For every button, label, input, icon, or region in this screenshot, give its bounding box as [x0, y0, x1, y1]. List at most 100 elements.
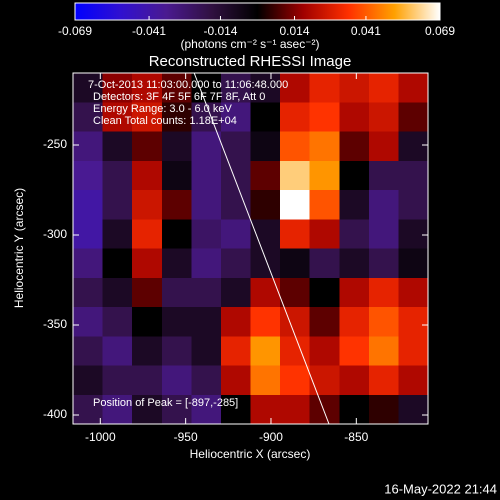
heatmap-cell — [102, 248, 133, 279]
heatmap-cell — [368, 160, 399, 191]
heatmap-cell — [280, 73, 311, 103]
limb-line — [193, 72, 330, 425]
heatmap-cell — [191, 307, 222, 337]
heatmap-cell — [368, 73, 399, 103]
heatmap-cell — [309, 307, 340, 337]
colorbar-tick-label: -0.069 — [58, 24, 92, 38]
heatmap-cell — [161, 73, 192, 103]
heatmap-cell — [398, 336, 429, 366]
annotation: Clean Total counts: 1.18E+04 — [93, 115, 237, 127]
heatmap-cell — [250, 102, 281, 132]
heatmap-cell — [161, 277, 192, 308]
heatmap-cell — [368, 131, 399, 162]
heatmap-cell — [309, 102, 340, 132]
heatmap-cell — [73, 277, 104, 308]
heatmap-cell — [339, 131, 370, 162]
heatmap-cell — [309, 365, 340, 396]
heatmap-cell — [339, 73, 370, 103]
footer: 16-May-2022 21:44 — [384, 481, 497, 496]
heatmap-cell — [73, 190, 104, 220]
heatmap-cell — [102, 102, 133, 132]
heatmap-cell — [191, 394, 222, 425]
heatmap-cell — [102, 336, 133, 366]
heatmap-cell — [102, 160, 133, 191]
heatmap-cell — [339, 160, 370, 191]
heatmap-cell — [191, 336, 222, 366]
heatmap-cell — [220, 336, 251, 366]
colorbar-tick-label: 0.069 — [425, 24, 455, 38]
heatmap-cell — [132, 394, 163, 425]
heatmap-cell — [220, 190, 251, 220]
heatmap-cell — [309, 73, 340, 103]
colorbar — [74, 2, 441, 21]
heatmap-cell — [73, 394, 104, 425]
heatmap-cell — [398, 160, 429, 191]
heatmap-cell — [132, 73, 163, 103]
heatmap-cell — [220, 277, 251, 308]
x-tick-label: -1000 — [85, 430, 116, 444]
heatmap-cell — [309, 160, 340, 191]
heatmap-cell — [132, 160, 163, 191]
annotation: Detectors: 3F 4F 5F 6F 7F 8F, Att 0 — [93, 91, 265, 103]
heatmap-cell — [73, 131, 104, 162]
heatmap-cell — [73, 102, 104, 132]
annotation: 7-Oct-2013 11:03:00.000 to 11:06:48.000 — [88, 79, 288, 91]
heatmap-cell — [280, 131, 311, 162]
heatmap-cell — [250, 73, 281, 103]
heatmap-cell — [132, 102, 163, 132]
heatmap-cell — [132, 219, 163, 249]
heatmap-cell — [161, 131, 192, 162]
heatmap-cell — [280, 394, 311, 425]
heatmap-cell — [339, 277, 370, 308]
heatmap-cell — [73, 336, 104, 366]
heatmap-cell — [368, 307, 399, 337]
heatmap-cell — [132, 277, 163, 308]
heatmap-cell — [73, 307, 104, 337]
heatmap-cell — [220, 73, 251, 103]
heatmap-cell — [368, 190, 399, 220]
heatmap-cell — [191, 365, 222, 396]
heatmap-cell — [250, 277, 281, 308]
heatmap-cell — [191, 102, 222, 132]
heatmap-cell — [191, 219, 222, 249]
heatmap-cell — [102, 73, 133, 103]
heatmap-cell — [102, 219, 133, 249]
heatmap-cell — [339, 394, 370, 425]
heatmap-cell — [309, 336, 340, 366]
heatmap-cell — [191, 190, 222, 220]
heatmap-cell — [250, 365, 281, 396]
y-tick-label: -400 — [43, 407, 67, 421]
heatmap-cell — [161, 219, 192, 249]
heatmap-cell — [73, 160, 104, 191]
colorbar-tick-label: -0.014 — [203, 24, 237, 38]
y-axis-label: Heliocentric Y (arcsec) — [12, 188, 26, 308]
heatmap-cell — [220, 160, 251, 191]
heatmap-cell — [220, 131, 251, 162]
heatmap-cell — [73, 219, 104, 249]
colorbar-tick-label: 0.014 — [280, 24, 310, 38]
heatmap-cell — [220, 307, 251, 337]
heatmap-cell — [161, 160, 192, 191]
heatmap-cell — [191, 248, 222, 279]
heatmap-cell — [398, 190, 429, 220]
y-tick-label: -350 — [43, 317, 67, 331]
heatmap-cell — [280, 248, 311, 279]
heatmap-cell — [280, 160, 311, 191]
heatmap-cell — [161, 336, 192, 366]
heatmap-cell — [368, 336, 399, 366]
heatmap-cell — [280, 190, 311, 220]
heatmap-cell — [250, 394, 281, 425]
heatmap-cell — [339, 190, 370, 220]
heatmap-cell — [102, 307, 133, 337]
colorbar-tick-label: -0.041 — [132, 24, 166, 38]
heatmap-cell — [368, 219, 399, 249]
heatmap-cell — [398, 102, 429, 132]
heatmap-cell — [132, 307, 163, 337]
heatmap-cell — [220, 394, 251, 425]
heatmap-cell — [161, 394, 192, 425]
heatmap-cell — [339, 307, 370, 337]
heatmap-cell — [102, 394, 133, 425]
heatmap-cell — [73, 73, 104, 103]
